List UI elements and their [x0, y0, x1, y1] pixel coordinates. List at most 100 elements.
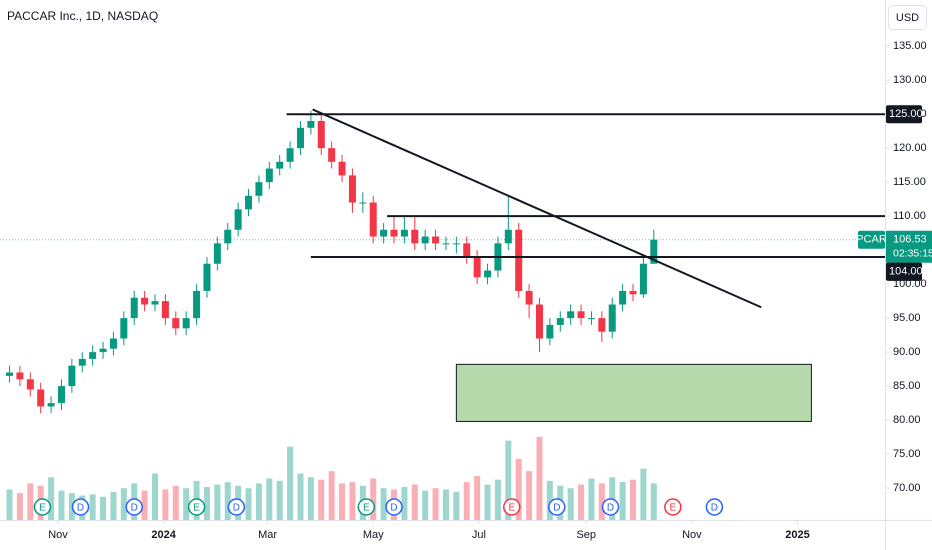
volume-bar: [16, 493, 23, 520]
candle-body: [400, 229, 408, 237]
candle-body: [224, 229, 232, 244]
candle-body: [26, 379, 34, 390]
event-label: D: [607, 503, 614, 514]
volume-bar: [141, 490, 148, 520]
event-label: E: [508, 503, 515, 514]
candle-body: [296, 127, 304, 149]
candle-body: [37, 389, 45, 407]
event-marker: [187, 498, 206, 516]
candle-body: [130, 297, 138, 319]
candle-body: [172, 318, 180, 329]
candle-body: [525, 290, 533, 305]
candle-body: [161, 301, 169, 319]
y-tick-label: 115.00: [893, 176, 926, 188]
candle-body: [182, 318, 190, 329]
volume-bar: [318, 479, 325, 520]
price-tag: [886, 230, 932, 263]
event-marker: [227, 498, 246, 516]
volume-bar: [401, 487, 408, 520]
candle-body: [421, 236, 429, 244]
volume-bar: [494, 479, 501, 520]
x-tick-label: Sep: [576, 529, 596, 541]
candle-body: [380, 229, 388, 237]
event-label: D: [553, 503, 560, 514]
candle-body: [16, 372, 24, 380]
candle-body: [120, 318, 128, 339]
candle-body: [452, 243, 460, 245]
candle-body: [109, 338, 117, 349]
volume-bar: [266, 478, 273, 520]
candle-body: [390, 229, 398, 237]
y-tick-label: 70.00: [893, 482, 921, 494]
x-tick-label: Nov: [682, 529, 702, 541]
volume-bar: [203, 487, 210, 520]
volume-bar: [380, 488, 387, 520]
candle-body: [359, 202, 367, 204]
volume-bar: [567, 488, 574, 520]
volume-bar: [422, 490, 429, 520]
trendline: [312, 108, 762, 309]
x-tick-label: Jul: [472, 529, 486, 541]
volume-bar: [328, 471, 335, 520]
y-tick-label: 120.00: [893, 142, 927, 154]
volume-bar: [505, 440, 512, 520]
x-tick-label: 2024: [151, 529, 176, 541]
currency-button[interactable]: [888, 5, 927, 30]
x-tick-label: Nov: [48, 529, 68, 541]
event-marker: [71, 498, 90, 516]
candle-body: [307, 120, 315, 128]
volume-bar: [183, 488, 190, 520]
candle-body: [473, 256, 481, 278]
volume-bar: [89, 494, 96, 520]
event-marker: [705, 498, 724, 516]
volume-bar: [578, 484, 585, 520]
event-marker: [548, 498, 566, 516]
countdown-label: 02:35:15: [893, 248, 932, 260]
candle-body: [234, 209, 242, 230]
candle-body: [78, 358, 86, 366]
volume-bar: [484, 484, 491, 520]
x-tick-label: May: [363, 529, 384, 541]
line-price-label: 125.00: [889, 108, 923, 120]
candle-body: [276, 161, 284, 169]
currency-label[interactable]: USD: [896, 12, 919, 24]
candle-body: [255, 182, 263, 196]
event-marker: [601, 498, 620, 516]
candle-body: [57, 386, 65, 404]
line-price-tag: [886, 262, 922, 281]
volume-bar: [546, 480, 553, 520]
candle-body: [141, 297, 149, 305]
volume-bar: [339, 483, 346, 520]
candle-body: [245, 195, 253, 210]
event-label: E: [39, 503, 46, 514]
volume-bar: [224, 482, 231, 520]
volume-bar: [276, 480, 283, 520]
line-price-label: 104.00: [889, 266, 923, 278]
volume-bar: [536, 436, 543, 520]
candle-body: [213, 243, 221, 264]
y-tick-label: 110.00: [893, 210, 926, 222]
symbol-tag: [858, 230, 885, 249]
candle-body: [504, 229, 512, 244]
x-tick-label: 2025: [785, 529, 809, 541]
event-marker: [125, 498, 143, 516]
y-tick-label: 130.00: [893, 74, 927, 86]
volume-bar: [162, 489, 169, 520]
candle-body: [567, 311, 575, 319]
volume-bar: [58, 490, 65, 520]
candle-body: [89, 352, 97, 359]
volume-bar: [214, 484, 221, 520]
event-label: D: [77, 503, 84, 514]
candle-body: [193, 290, 201, 319]
candle-body: [47, 403, 55, 407]
volume-bar: [442, 489, 449, 520]
volume-bar: [172, 485, 179, 520]
volume-bar: [463, 482, 470, 520]
candle-body: [463, 243, 471, 257]
x-tick-label: Mar: [258, 529, 277, 541]
candle-body: [577, 311, 585, 319]
candle-body: [535, 304, 543, 339]
